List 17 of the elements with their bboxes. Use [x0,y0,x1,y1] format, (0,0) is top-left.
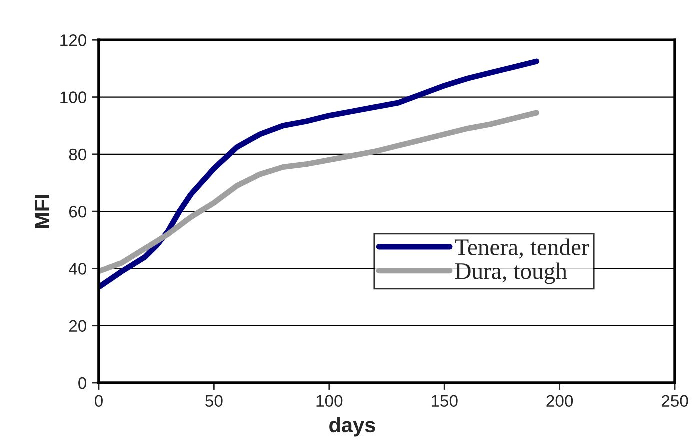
y-tick-label: 0 [78,377,87,390]
x-tick-label: 150 [432,395,458,408]
y-tick-label: 60 [69,206,87,218]
x-tick-label: 250 [662,395,688,408]
x-tick-label: 100 [316,395,343,408]
x-tick-label: 200 [546,395,574,408]
y-tick-label: 80 [69,148,87,161]
legend-label: Tenera, tender [455,238,590,259]
y-axis-title: MFI [35,195,50,228]
x-tick-label: 0 [94,395,103,408]
x-tick-label: 50 [206,395,223,408]
x-axis-title: days [330,417,376,437]
y-tick-label: 120 [60,34,87,46]
y-tick-label: 40 [69,263,87,275]
y-tick-label: 100 [60,92,87,104]
legend-label: Dura, tough [455,262,568,284]
y-tick-label: 20 [69,320,87,332]
